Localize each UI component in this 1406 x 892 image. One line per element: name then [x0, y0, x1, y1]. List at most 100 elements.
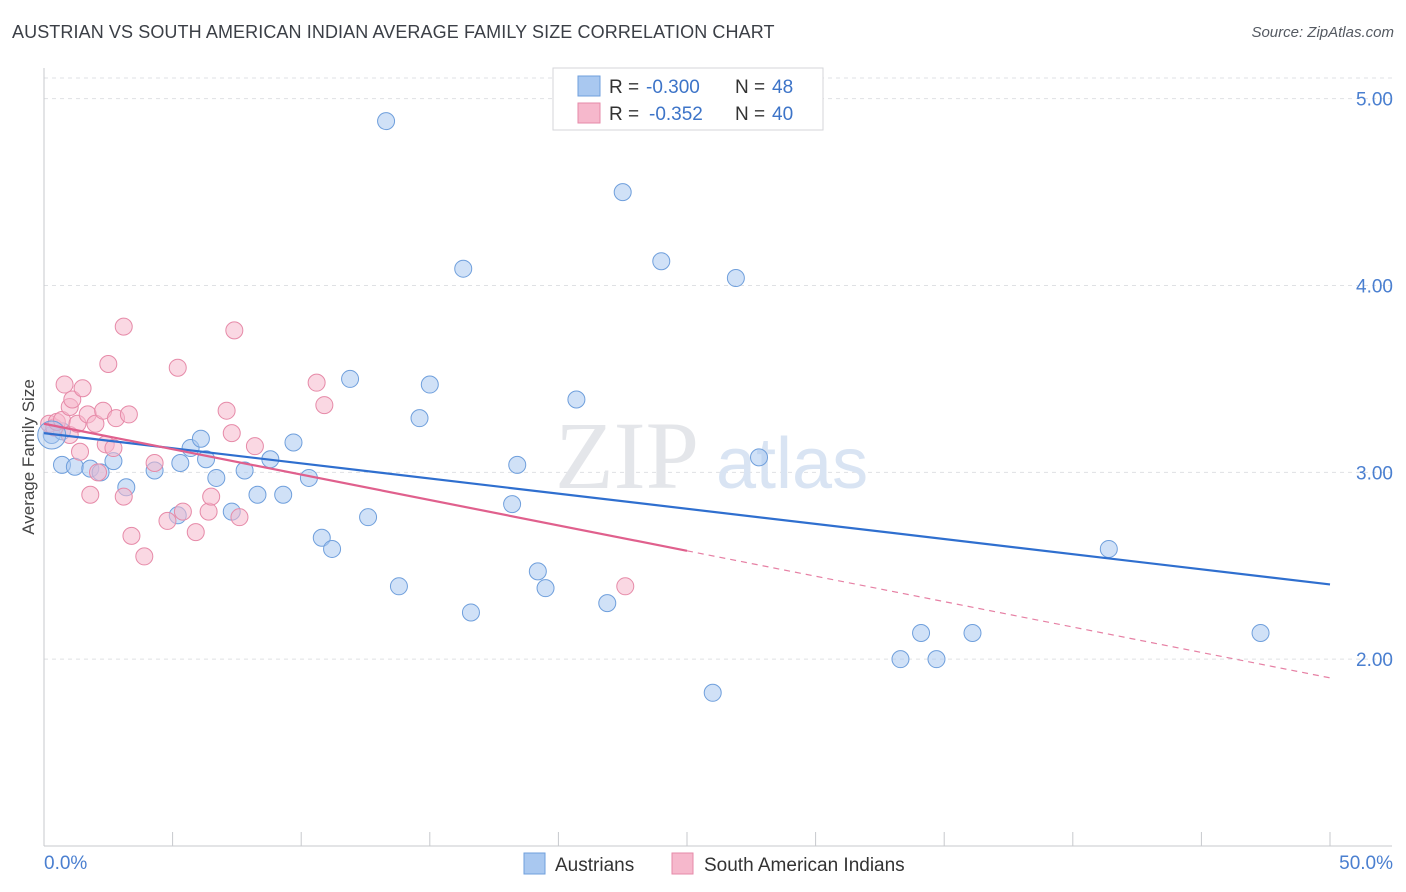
legend-n-value-2: 40 [772, 104, 793, 125]
austrians-point [191, 429, 210, 448]
correlation-legend: R = -0.300 N = 48 R = -0.352 N = 40 [552, 67, 824, 131]
legend-swatch-south-american-indians [577, 102, 601, 124]
south-american-indians-point [114, 317, 133, 336]
austrians-point [703, 683, 722, 702]
austrians-point [508, 455, 527, 474]
y-tick-label: 2.00 [1356, 650, 1393, 671]
legend-r-label-2: R = [609, 104, 639, 125]
x-axis-ticks [43, 832, 1331, 846]
bottom-legend-label-austrians: Austrians [555, 855, 634, 876]
south-american-indians-point [55, 375, 74, 394]
south-american-indians-trend-line [43, 422, 688, 552]
austrians-point [613, 183, 632, 202]
watermark-atlas: atlas [716, 424, 868, 504]
austrians-point [65, 457, 84, 476]
axes [43, 68, 1392, 847]
south-american-indians-point [199, 502, 218, 521]
watermark: ZIP atlas [555, 402, 868, 509]
austrians-point [891, 650, 910, 669]
south-american-indians-point [89, 463, 108, 482]
legend-r-value-2: -0.352 [649, 104, 703, 125]
austrians-point [567, 390, 586, 409]
legend-n-label-2: N = [735, 104, 765, 125]
austrians-point [389, 577, 408, 596]
south-american-indians-point [315, 396, 334, 415]
gridlines [44, 77, 1392, 660]
south-american-indians-point [114, 487, 133, 506]
chart-title: AUSTRIAN VS SOUTH AMERICAN INDIAN AVERAG… [12, 22, 775, 42]
austrians-point [750, 448, 769, 467]
austrians-point [274, 485, 293, 504]
south-american-indians-point [217, 401, 236, 420]
source-label: Source: ZipAtlas.com [1251, 24, 1394, 41]
austrians-point [1099, 539, 1118, 558]
austrians-trend-line [43, 432, 1331, 586]
watermark-zip: ZIP [555, 402, 699, 509]
austrians-point [454, 259, 473, 278]
data-points [37, 112, 1270, 702]
austrians-point [341, 369, 360, 388]
austrians-point [503, 495, 522, 514]
austrians-point [420, 375, 439, 394]
bottom-legend-label-south-american-indians: South American Indians [704, 855, 905, 876]
austrians-point [536, 579, 555, 598]
austrians-point [912, 624, 931, 643]
south-american-indians-point [104, 439, 123, 458]
legend-swatch-austrians [577, 75, 601, 97]
legend-r-label-1: R = [609, 77, 639, 98]
austrians-point [171, 454, 190, 472]
austrians-point [528, 562, 547, 581]
y-tick-label: 3.00 [1356, 463, 1393, 484]
south-american-indians-point [119, 405, 138, 424]
legend-n-label-1: N = [735, 77, 765, 98]
austrians-point [652, 252, 671, 271]
south-american-indians-point [135, 547, 154, 566]
y-axis-label: Average Family Size [19, 379, 38, 535]
y-tick-label: 4.00 [1356, 277, 1393, 298]
austrians-point [312, 528, 331, 547]
bottom-legend-swatch-austrians [523, 852, 546, 875]
y-tick-labels: 2.00 3.00 4.00 5.00 [1356, 90, 1393, 671]
austrians-point [248, 485, 267, 504]
bottom-legend-swatch-south-american-indians [671, 852, 694, 875]
south-american-indians-point [63, 390, 82, 409]
legend-r-value-1: -0.300 [646, 77, 700, 98]
y-tick-label: 5.00 [1356, 90, 1393, 111]
austrians-point [726, 269, 745, 288]
austrians-point [359, 508, 378, 527]
austrians-point [963, 624, 982, 643]
south-american-indians-point [616, 577, 635, 596]
south-american-indians-point [71, 442, 90, 461]
x-tick-label-min: 0.0% [44, 853, 87, 874]
south-american-indians-point [122, 526, 141, 545]
austrians-point [323, 539, 342, 558]
south-american-indians-point [222, 424, 241, 443]
x-tick-label-max: 50.0% [1339, 853, 1393, 874]
south-american-indians-point [73, 379, 92, 398]
south-american-indians-point [307, 373, 326, 392]
austrians-point [1251, 624, 1270, 643]
south-american-indians-point [225, 321, 244, 340]
austrians-point [377, 112, 396, 131]
austrians-point [598, 594, 617, 613]
south-american-indians-point [186, 523, 205, 542]
south-american-indians-point [81, 485, 100, 504]
austrians-point [927, 650, 946, 669]
south-american-indians-point [99, 354, 118, 373]
south-american-indians-point [173, 502, 192, 521]
south-american-indians-point [202, 487, 221, 506]
series-legend: Austrians South American Indians [523, 852, 905, 876]
south-american-indians-point [158, 511, 177, 530]
legend-n-value-1: 48 [772, 77, 793, 98]
trend-lines [43, 422, 1331, 679]
south-american-indians-point [230, 508, 249, 527]
south-american-indians-point [168, 358, 187, 377]
austrians-point [284, 433, 303, 452]
austrians-point [207, 468, 226, 487]
south-american-indians-point [145, 454, 164, 472]
austrians-point [410, 409, 429, 428]
south-american-indians-point [245, 437, 264, 456]
austrians-point [461, 603, 480, 622]
austrians-point [235, 461, 254, 480]
